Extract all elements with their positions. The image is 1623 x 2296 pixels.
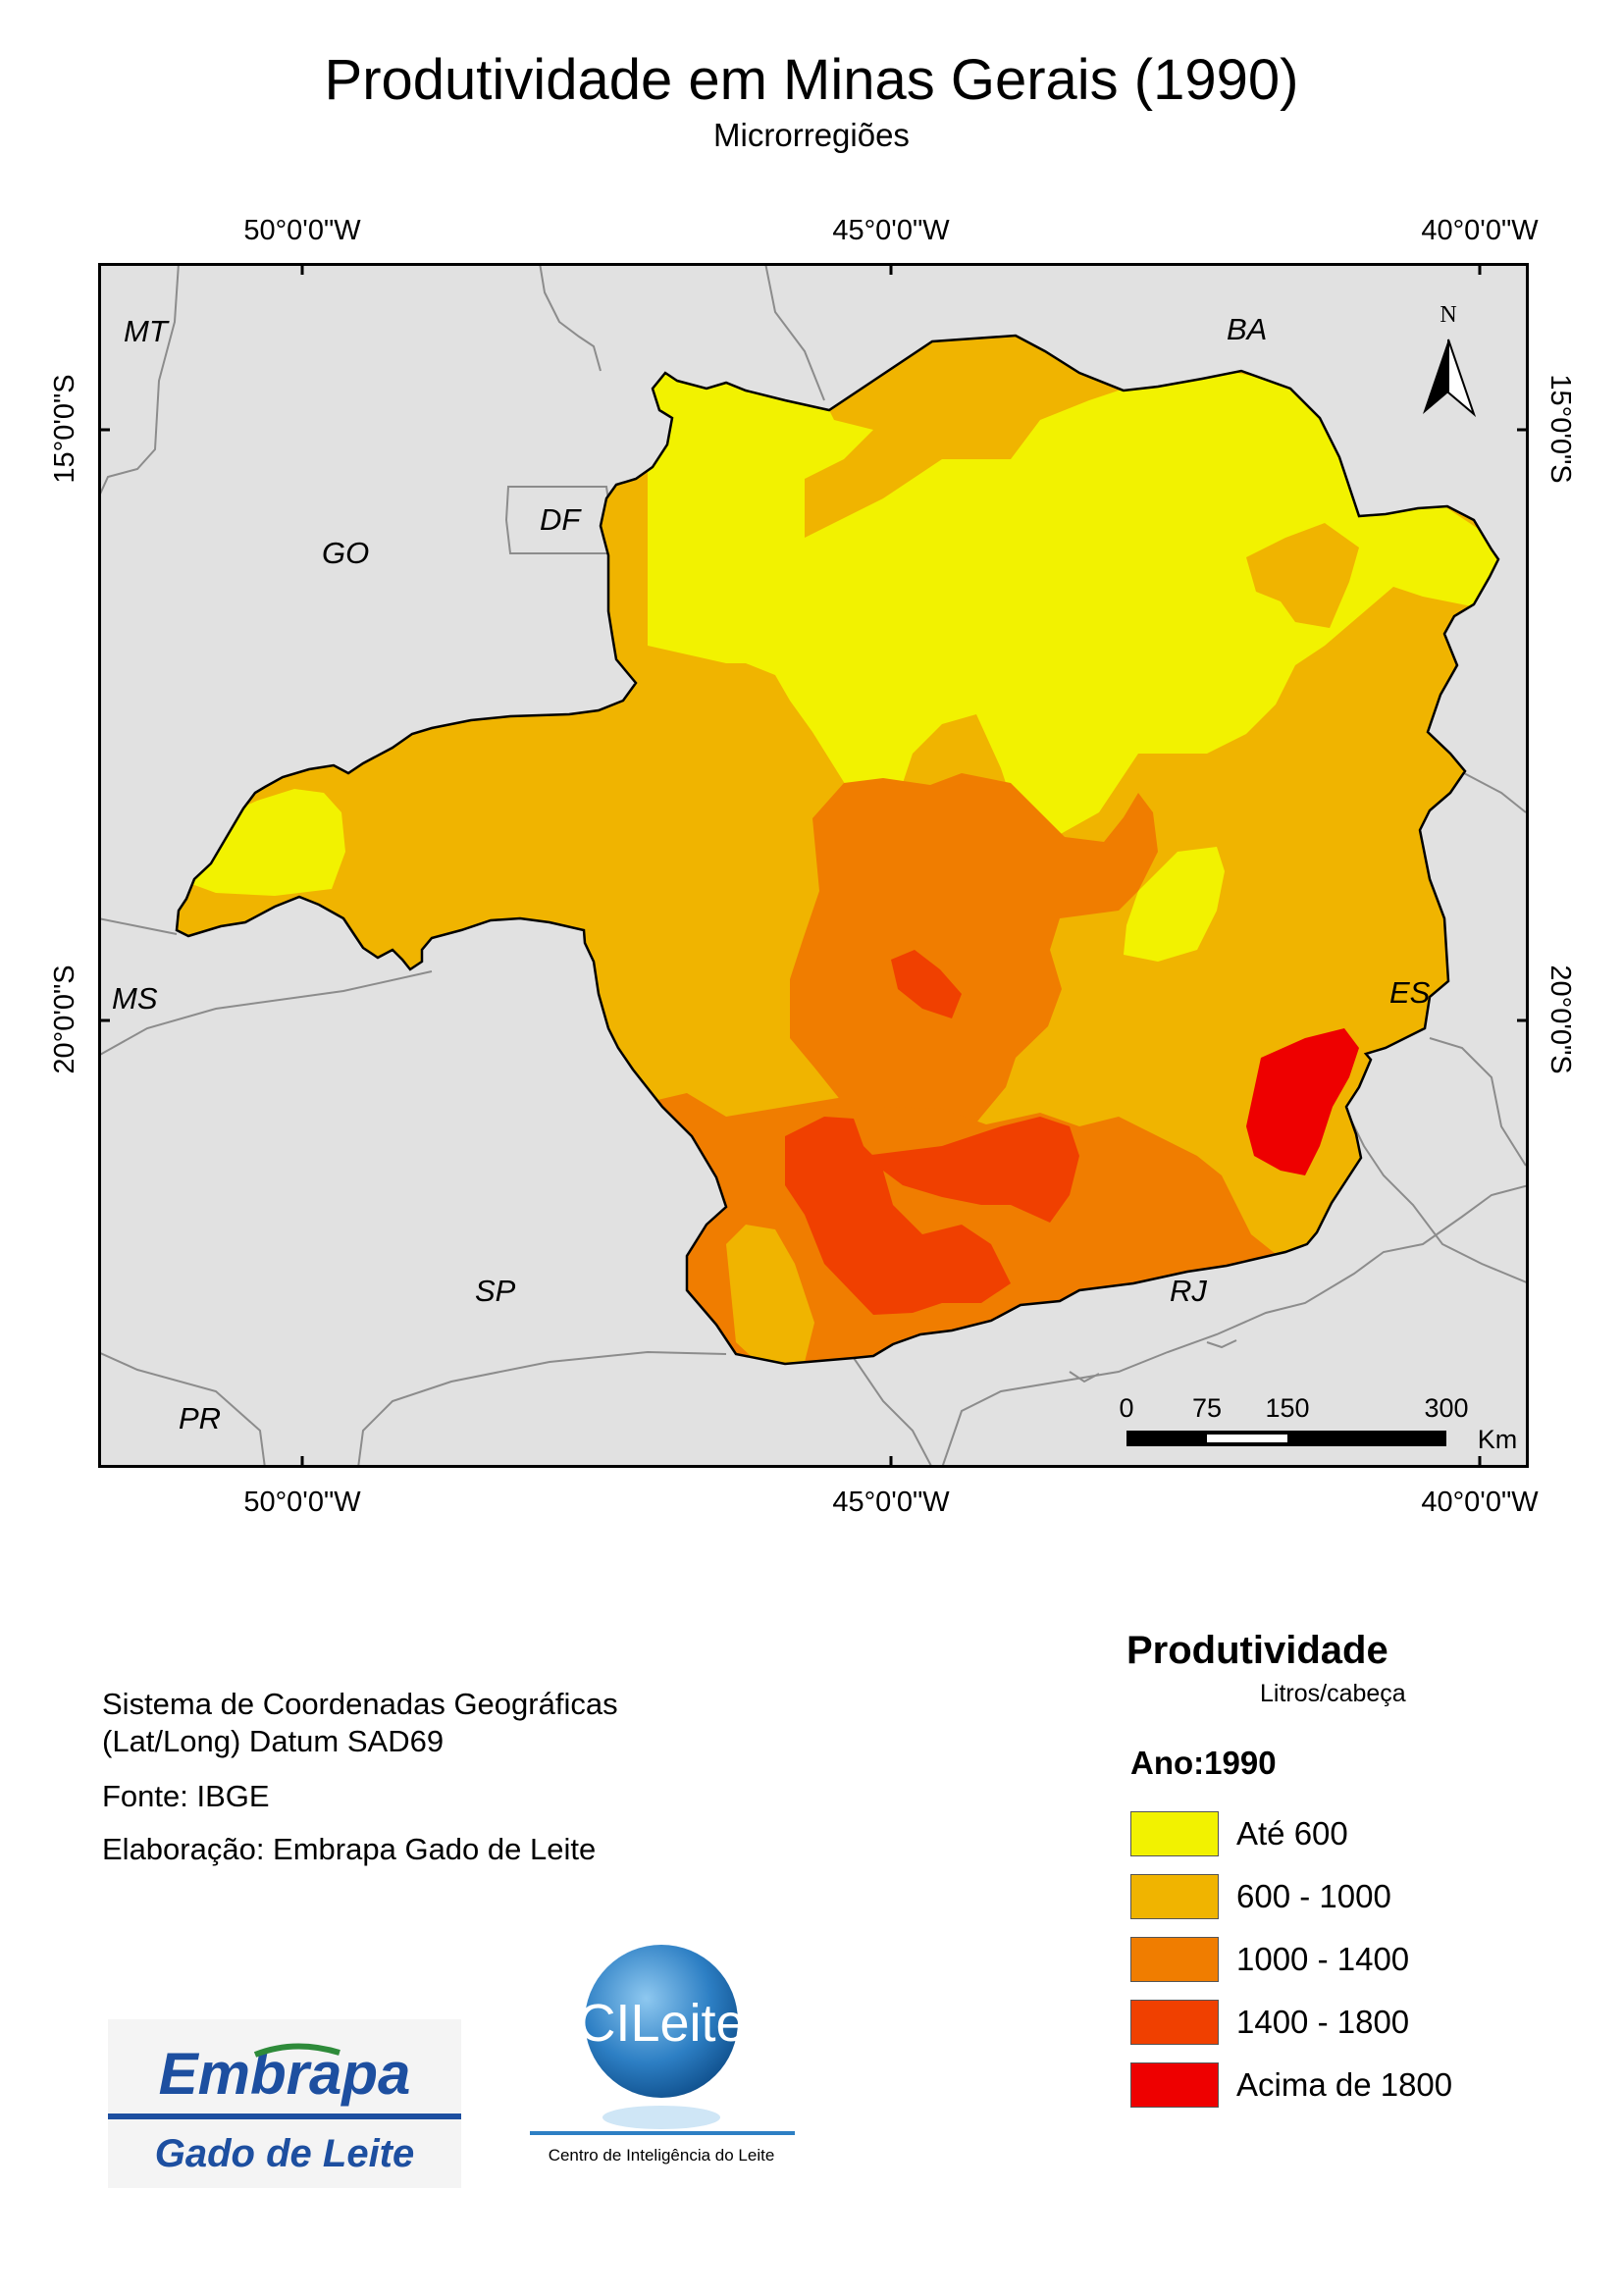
legend-label: Acima de 1800 [1236,2066,1453,2103]
scale-bar: 0 75 150 300 Km [1119,1393,1517,1454]
map-frame: MT BA DF GO MS ES SP RJ PR N 0 75 150 30… [98,263,1529,1468]
lon-label-top-45: 45°0'0"W [832,215,950,246]
lat-label-right-20: 20°0'0"S [1544,965,1576,1074]
lat-label-left-15: 15°0'0"S [49,374,80,484]
legend-year: Ano:1990 [1130,1745,1277,1781]
cileite-globe-icon [585,1945,738,2098]
legend-label: 600 - 1000 [1236,1878,1391,1914]
lon-label-bottom-50: 50°0'0"W [243,1487,361,1518]
map-title: Produtividade em Minas Gerais (1990) [324,48,1299,112]
state-label-es: ES [1389,975,1431,1010]
scale-tick-150: 150 [1265,1393,1309,1423]
info-datum: (Lat/Long) Datum SAD69 [102,1724,445,1758]
lon-label-top-40: 40°0'0"W [1421,215,1539,246]
north-arrow-icon [1423,339,1448,414]
info-source: Fonte: IBGE [102,1779,270,1813]
embrapa-logo: Embrapa Gado de Leite [108,2019,461,2193]
lat-label-right-15: 15°0'0"S [1544,374,1576,484]
cileite-logo-name: CILeite [577,1994,745,2053]
embrapa-logo-subtitle: Gado de Leite [155,2132,415,2175]
legend-swatch [1130,2000,1219,2045]
legend-swatch [1130,2062,1219,2108]
state-label-ms: MS [112,981,158,1016]
map-subtitle: Microrregiões [713,117,910,153]
lon-label-bottom-45: 45°0'0"W [832,1487,950,1518]
state-label-pr: PR [179,1401,221,1435]
state-label-go: GO [322,536,369,570]
legend-swatch [1130,1874,1219,1919]
map-canvas: MT BA DF GO MS ES SP RJ PR N 0 75 150 30… [98,263,1529,1468]
state-label-sp: SP [475,1274,516,1308]
cileite-logo: CILeite Centro de Inteligência do Leite [530,1943,805,2175]
legend-label: 1400 - 1800 [1236,2004,1410,2040]
info-author: Elaboração: Embrapa Gado de Leite [102,1832,597,1866]
state-label-mt: MT [124,314,170,348]
legend-swatch [1130,1811,1219,1856]
lon-label-bottom-40: 40°0'0"W [1421,1487,1539,1518]
legend-title: Produtividade [1126,1629,1388,1672]
scale-tick-0: 0 [1119,1393,1133,1423]
legend-label: 1000 - 1400 [1236,1941,1410,1977]
scale-tick-300: 300 [1424,1393,1468,1423]
lat-label-left-20: 20°0'0"S [49,965,80,1074]
legend-label: Até 600 [1236,1815,1348,1852]
lon-label-top-50: 50°0'0"W [243,215,361,246]
north-arrow: N [1423,302,1477,418]
north-arrow-label: N [1440,302,1456,328]
state-label-ba: BA [1227,312,1267,346]
scale-unit: Km [1478,1425,1518,1454]
legend-units: Litros/cabeça [1260,1680,1406,1707]
state-label-df: DF [540,502,582,537]
cileite-logo-caption: Centro de Inteligência do Leite [549,2146,775,2165]
scale-tick-75: 75 [1192,1393,1222,1423]
embrapa-logo-name: Embrapa [159,2041,411,2107]
info-coordinate-system: Sistema de Coordenadas Geográficas [102,1687,618,1721]
legend-swatch [1130,1937,1219,1982]
state-label-rj: RJ [1170,1274,1207,1308]
